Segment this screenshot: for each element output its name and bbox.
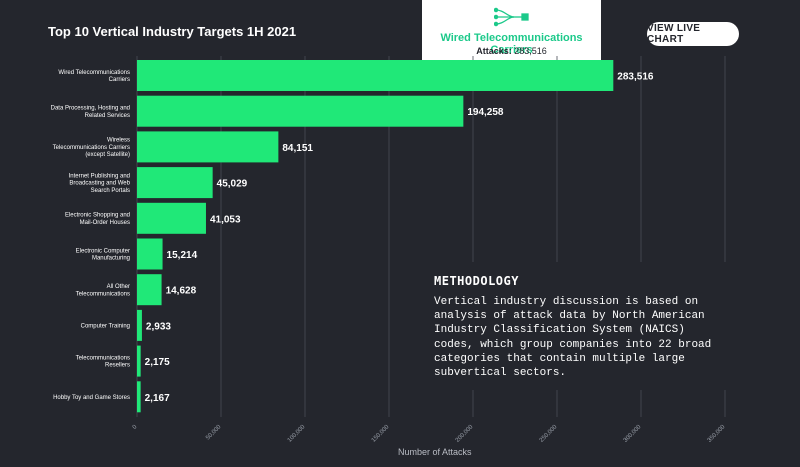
data-label: 14,628 <box>166 286 197 297</box>
category-label-line: Resellers <box>105 363 130 369</box>
category-label: Wired Telecommunications Carriers <box>58 70 130 83</box>
category-label-line: Related Services <box>85 113 130 119</box>
category-label-line: Telecommunications Carriers <box>53 145 130 151</box>
category-label-line: Manufacturing <box>92 256 130 262</box>
category-label-line: All Other <box>107 284 130 290</box>
category-label: Computer Training <box>81 323 130 329</box>
methodology-line: Vertical industry discussion is based on <box>434 296 699 308</box>
value-labels: 283,516 194,258 84,151 45,029 41,053 15,214 14… <box>145 72 654 404</box>
x-axis-ticks: 0 50,000 100,000 150,000 200,000 250,000 300,0… <box>132 424 727 444</box>
category-label: Electronic Computer Manufacturing <box>76 248 130 261</box>
category-label: Data Processing, Hosting and Related Serv… <box>51 106 130 119</box>
methodology-body: Vertical industry discussion is based on… <box>434 295 724 380</box>
data-label: 84,151 <box>282 143 313 154</box>
bar[interactable] <box>137 60 614 91</box>
x-tick-label: 150,000 <box>371 424 391 444</box>
methodology-line: Industry Classification System (NAICS) <box>434 324 685 337</box>
data-label: 2,175 <box>145 357 170 368</box>
view-live-chart-button[interactable]: VIEW LIVE CHART <box>647 22 739 46</box>
bar[interactable] <box>137 238 163 270</box>
x-tick-label: 0 <box>132 424 139 431</box>
category-label-line: Search Portals <box>91 188 130 194</box>
x-tick-label: 200,000 <box>455 424 475 444</box>
tooltip-title: Wired Telecommunications Carriers <box>440 32 583 56</box>
tooltip-attacks: Attacks: 283,516 <box>422 46 601 56</box>
bar-tooltip: Wired Telecommunications Carriers Attack… <box>422 0 601 70</box>
category-label-line: Data Processing, Hosting and <box>51 106 130 112</box>
methodology-line: subvertical sectors. <box>434 367 567 380</box>
x-tick-label: 300,000 <box>623 424 643 444</box>
methodology-line: categories that contain multiple large <box>434 352 685 365</box>
category-label: Internet Publishing and Broadcasting and … <box>69 173 131 193</box>
data-label: 15,214 <box>167 250 198 261</box>
category-label-line: Computer Training <box>81 323 130 329</box>
data-label: 2,933 <box>146 321 171 332</box>
data-label: 41,053 <box>210 214 241 225</box>
category-label: All Other Telecommunications <box>76 284 130 297</box>
bar[interactable] <box>137 202 206 234</box>
category-label-line: Broadcasting and Web <box>69 181 130 187</box>
bar[interactable] <box>137 274 162 306</box>
category-label: Telecommunications Resellers <box>76 356 130 369</box>
category-label-line: Electronic Shopping and <box>65 213 130 219</box>
category-label-line: (except Satellite) <box>85 152 130 158</box>
bar[interactable] <box>137 309 142 341</box>
category-label: Hobby Toy and Game Stores <box>53 395 130 401</box>
data-label: 194,258 <box>467 107 504 118</box>
category-label-line: Mail-Order Houses <box>80 220 130 226</box>
methodology-title: METHODOLOGY <box>434 274 519 288</box>
network-cable-icon <box>494 7 529 27</box>
data-label: 2,167 <box>145 393 170 404</box>
bar[interactable] <box>137 381 141 413</box>
methodology-line: analysis of attack data by North America… <box>434 310 705 323</box>
x-axis-label: Number of Attacks <box>398 447 472 457</box>
bars <box>137 60 614 413</box>
data-label: 283,516 <box>617 72 654 83</box>
chart-title: Top 10 Vertical Industry Targets 1H 2021 <box>48 24 297 39</box>
x-tick-label: 250,000 <box>539 424 559 444</box>
category-label-line: Electronic Computer <box>76 248 130 254</box>
bar[interactable] <box>137 95 464 127</box>
x-tick-label: 350,000 <box>707 424 727 444</box>
category-label-line: Telecommunications <box>76 291 130 297</box>
bar[interactable] <box>137 131 279 163</box>
methodology-panel: METHODOLOGY Vertical industry discussion… <box>420 262 740 390</box>
bar[interactable] <box>137 345 141 377</box>
category-label: Wireless Telecommunications Carriers (exce… <box>53 138 130 158</box>
category-label-line: Carriers <box>109 77 130 83</box>
x-tick-label: 100,000 <box>287 424 307 444</box>
methodology-line: codes, which group companies into 22 bro… <box>434 338 712 351</box>
category-label-line: Wireless <box>107 138 130 144</box>
x-tick-label: 50,000 <box>205 424 223 442</box>
tooltip-attacks-value: 283,516 <box>514 46 547 56</box>
bar[interactable] <box>137 167 213 199</box>
category-label-line: Wired Telecommunications <box>58 70 130 76</box>
category-label-line: Telecommunications <box>76 356 130 362</box>
tooltip-attacks-label: Attacks: <box>476 46 512 56</box>
category-label-line: Hobby Toy and Game Stores <box>53 395 130 401</box>
category-labels: Wired Telecommunications Carriers Data Pro… <box>51 70 131 401</box>
data-label: 45,029 <box>217 179 248 190</box>
category-label-line: Internet Publishing and <box>69 173 130 179</box>
category-label: Electronic Shopping and Mail-Order Houses <box>65 213 130 226</box>
